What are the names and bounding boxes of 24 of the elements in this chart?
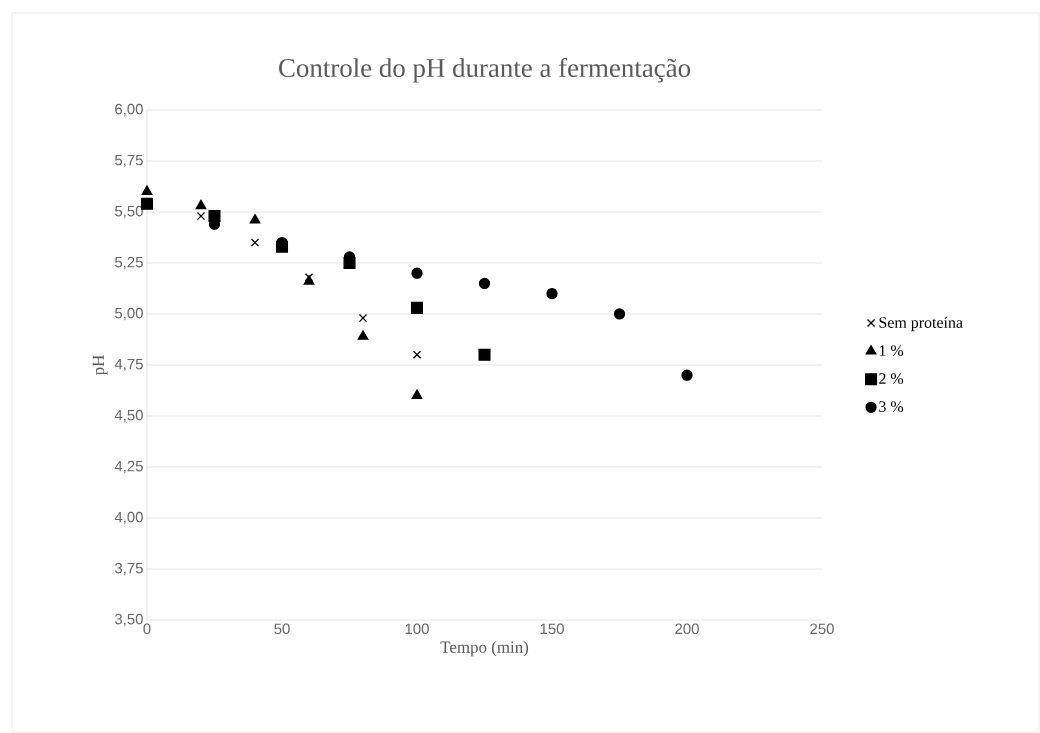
- x-tick-label: 100: [405, 623, 429, 635]
- x-axis-title: Tempo (min): [440, 640, 529, 657]
- y-tick-label: 4,25: [114, 460, 143, 474]
- y-tick-label: 3,75: [114, 562, 143, 576]
- y-tick-label: 4,00: [114, 511, 143, 525]
- y-tick-label: 5,00: [114, 307, 143, 321]
- chart-title: Controle do pH durante a fermentação: [279, 57, 691, 83]
- y-tick-label: 5,50: [114, 205, 143, 219]
- x-tick-label: 150: [540, 623, 564, 635]
- y-tick-label: 3,50: [114, 613, 143, 627]
- x-tick-label: 200: [675, 623, 699, 635]
- y-axis-title: pH: [92, 355, 108, 376]
- x-tick-label: 250: [810, 623, 834, 635]
- y-tick-label: 4,50: [114, 409, 143, 423]
- y-tick-label: 5,75: [114, 154, 143, 168]
- legend-label: 2 %: [879, 373, 904, 385]
- y-tick-label: 4,75: [114, 358, 143, 372]
- legend-label: Sem proteína: [879, 316, 963, 332]
- y-tick-label: 5,25: [114, 256, 143, 270]
- legend-label: 1 %: [879, 345, 904, 356]
- x-tick-label: 0: [143, 623, 151, 635]
- x-tick-label: 50: [274, 623, 290, 635]
- legend-label: 3 %: [879, 401, 904, 413]
- y-tick-label: 6,00: [115, 103, 143, 117]
